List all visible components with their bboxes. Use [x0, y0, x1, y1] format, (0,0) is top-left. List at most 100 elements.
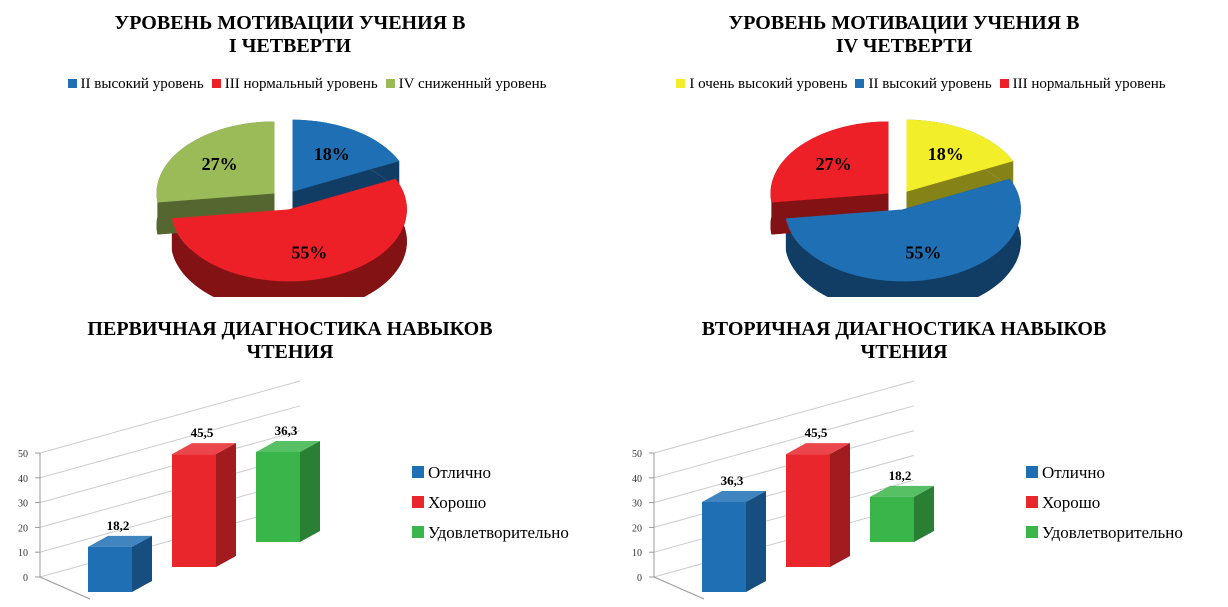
bar-chart: 0 10 20 30 40 50 36,3 45,5 18,2 ВТОРИЧНАЯ ДИАГНОС…: [614, 310, 1228, 607]
legend-label: Удовлетворительно: [1042, 523, 1183, 542]
plot: 18% 55% 27%: [770, 119, 1021, 297]
pie-chart: 18% 55% 27% УРОВЕНЬ МОТИВАЦИИ УЧЕНИЯ В I ЧЕ…: [0, 0, 614, 300]
chart-title: УРОВЕНЬ МОТИВАЦИИ УЧЕНИЯ В IV ЧЕТВЕРТИ: [728, 12, 1080, 57]
legend-item: Хорошо: [412, 488, 569, 518]
legend-item: Удовлетворительно: [1026, 518, 1183, 548]
legend-label: Отлично: [428, 463, 492, 482]
data-label: 36,3: [721, 473, 744, 488]
bar-chart: 0 10 20 30 40 50 18,2 45,5 36,3 ПЕРВИЧНАЯ ДИАГНОС…: [0, 310, 614, 607]
y-tick-label: 20: [632, 523, 642, 534]
legend-swatch: [412, 526, 424, 538]
data-label: 18,2: [107, 518, 130, 533]
plot: 0 10 20 30 40 50 36,3 45,5 18,2: [632, 380, 934, 600]
data-label: 36,3: [275, 423, 298, 438]
legend: Отлично Хорошо Удовлетворительно: [412, 458, 569, 548]
bar-top: [786, 443, 850, 455]
data-label: 45,5: [191, 425, 214, 440]
y-tick-label: 0: [637, 573, 642, 584]
data-label: 55%: [905, 242, 941, 262]
grid-line: [653, 479, 915, 553]
legend-swatch: [211, 79, 221, 88]
legend-item: Удовлетворительно: [412, 518, 569, 548]
legend: I очень высокий уровень II высокий уровен…: [614, 76, 1228, 93]
y-tick-label: 30: [18, 499, 28, 510]
legend-label: IV сниженный уровень: [398, 76, 547, 92]
bar-top: [870, 485, 934, 497]
legend-swatch: [412, 496, 424, 508]
y-tick-label: 50: [18, 449, 28, 460]
pie-chart: 18% 55% 27% УРОВЕНЬ МОТИВАЦИИ УЧЕНИЯ В IV Ч…: [614, 0, 1228, 300]
pie-slice: [770, 121, 889, 203]
bar-front: [786, 454, 830, 567]
legend-item: I очень высокий уровень: [676, 76, 847, 92]
pie-slice: [906, 119, 1014, 192]
data-label: 45,5: [805, 425, 828, 440]
chart-title: ПЕРВИЧНАЯ ДИАГНОСТИКА НАВЫКОВ ЧТЕНИЯ: [87, 318, 493, 363]
bar-side: [300, 440, 320, 542]
legend-swatch: [676, 79, 686, 88]
y-tick-label: 10: [632, 548, 642, 559]
bar-front: [870, 496, 914, 542]
data-label: 27%: [202, 154, 238, 174]
y-tick-label: 20: [18, 523, 28, 534]
bar-side: [914, 485, 934, 542]
y-tick-label: 40: [632, 474, 642, 485]
grid-line: [653, 380, 915, 454]
y-tick-label: 40: [18, 474, 28, 485]
bar-side: [830, 443, 850, 567]
legend-label: Отлично: [1042, 463, 1106, 482]
legend-swatch: [855, 79, 865, 88]
plot: 0 10 20 30 40 50 18,2 45,5 36,3: [18, 380, 320, 600]
bar-top: [88, 535, 152, 547]
legend-label: II высокий уровень: [80, 76, 204, 92]
pie-slice-side: [785, 178, 1021, 297]
grid-line: [653, 430, 915, 504]
pie-slice: [292, 119, 400, 192]
bar-side: [216, 443, 236, 567]
legend-swatch: [1026, 526, 1038, 538]
legend-label: III нормальный уровень: [1012, 76, 1166, 92]
legend-swatch: [1026, 466, 1038, 478]
legend-label: Хорошо: [1042, 493, 1101, 512]
pie-slice: [171, 178, 407, 282]
legend-label: I очень высокий уровень: [689, 76, 848, 92]
legend: Отлично Хорошо Удовлетворительно: [1026, 458, 1183, 548]
grid-line: [39, 405, 301, 479]
legend-label: Хорошо: [428, 493, 487, 512]
data-label: 55%: [291, 242, 327, 262]
grid-line: [39, 430, 301, 504]
legend-label: II высокий уровень: [868, 76, 992, 92]
bar-top: [172, 443, 236, 455]
legend-item: Отлично: [1026, 458, 1183, 488]
legend-item: III нормальный уровень: [211, 76, 378, 92]
legend: II высокий уровень III нормальный уровень…: [0, 76, 614, 93]
data-label: 27%: [816, 154, 852, 174]
pie-slice: [785, 178, 1021, 282]
legend-item: Хорошо: [1026, 488, 1183, 518]
grid-line: [39, 380, 301, 454]
data-label: 18,2: [889, 468, 912, 483]
bar-front: [88, 546, 132, 592]
legend-item: III нормальный уровень: [999, 76, 1166, 92]
bar-side: [132, 535, 152, 592]
chart-title: ВТОРИЧНАЯ ДИАГНОСТИКА НАВЫКОВ ЧТЕНИЯ: [701, 318, 1107, 363]
legend-swatch: [412, 466, 424, 478]
bar-front: [702, 501, 746, 592]
chart-title: УРОВЕНЬ МОТИВАЦИИ УЧЕНИЯ В I ЧЕТВЕРТИ: [114, 12, 466, 57]
grid-line: [653, 405, 915, 479]
legend-item: II высокий уровень: [855, 76, 992, 92]
data-label: 18%: [314, 144, 350, 164]
legend-swatch: [385, 79, 395, 88]
legend-swatch: [999, 79, 1009, 88]
bar-side: [746, 490, 766, 592]
grid-line: [653, 454, 915, 528]
plot: 18% 55% 27%: [156, 119, 407, 297]
bar-top: [256, 440, 320, 452]
x-axis: [39, 576, 91, 600]
y-tick-label: 0: [23, 573, 28, 584]
y-tick-label: 10: [18, 548, 28, 559]
legend-label: Удовлетворительно: [428, 523, 569, 542]
pie-slice-side: [171, 178, 407, 297]
y-tick-label: 30: [632, 499, 642, 510]
